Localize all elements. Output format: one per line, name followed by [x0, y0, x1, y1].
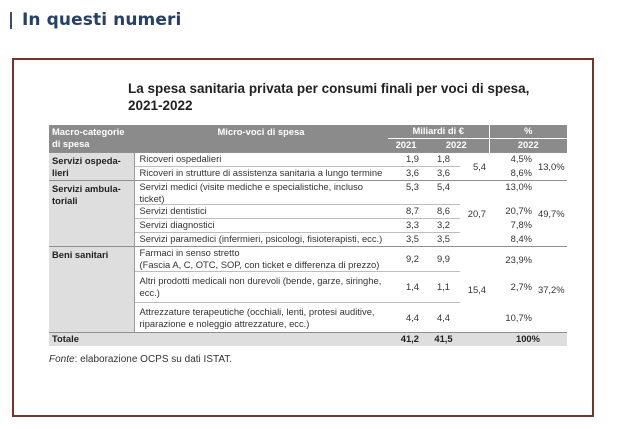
value-2021: 1,9 [388, 152, 424, 167]
total-percent: 100% [489, 332, 567, 346]
macro-category-name: Servizi ambula- [52, 183, 121, 194]
header-macro-line-1: Macro-categorie [52, 126, 125, 137]
micro-item-label-line-1: Farmaci in senso stretto [139, 247, 240, 258]
table-row: Attrezzature terapeutiche (occhiali, len… [49, 302, 567, 333]
micro-item-label: Servizi paramedici (infermieri, psicolog… [133, 232, 388, 247]
header-row-2: 2021 2022 2022 [49, 138, 567, 153]
value-2022: 9,9 [424, 246, 460, 272]
percent-2022: 7,8% [510, 218, 532, 230]
figure-title-line-2: 2021-2022 [128, 98, 193, 113]
spending-table: Macro-categorie di spesa Micro-voci di s… [49, 125, 567, 346]
value-2022: 3,2 [424, 218, 460, 233]
source-text: : elaborazione OCPS su dati ISTAT. [74, 354, 233, 365]
total-label: Totale [49, 332, 134, 346]
percent-2022: 4,5% [489, 152, 535, 167]
table-row: Servizi paramedici (infermieri, psicolog… [49, 232, 567, 247]
micro-item-label-line-2: ecc.) [139, 286, 160, 298]
value-2022: 3,5 [424, 232, 460, 247]
micro-item-label: Servizi dentistici [133, 204, 388, 219]
header-miliardi: Miliardi di € [388, 125, 489, 139]
value-2021: 3,6 [388, 166, 424, 181]
percent-total: 13,0% [535, 152, 567, 181]
micro-item-label-line-1: Attrezzature terapeutiche (occhiali, len… [139, 306, 375, 317]
macro-category-cell: Beni sanitari [49, 246, 134, 333]
header-row-1: Macro-categorie di spesa Micro-voci di s… [49, 125, 567, 153]
figure-title: La spesa sanitaria privata per consumi f… [128, 80, 548, 114]
micro-item-label-line-2: riparazione e noleggio attrezzature, ecc… [139, 317, 310, 329]
value-2022: 1,1 [424, 271, 460, 303]
value-2021: 8,7 [388, 204, 424, 219]
total-row: Totale 41,2 41,5 100% [49, 332, 567, 346]
table-row: Servizi dentistici 8,7 8,6 20,7% [49, 204, 567, 219]
subtotal-value: 20,7 [460, 180, 489, 247]
figure: La spesa sanitaria privata per consumi f… [49, 80, 567, 365]
header-year-2021: 2021 [388, 138, 424, 153]
total-spacer-2 [460, 332, 489, 346]
total-spacer [134, 332, 388, 346]
percent-total: 37,2% [535, 246, 567, 333]
macro-category-name: Beni sanitari [52, 249, 109, 260]
percent-2022: 10,7% [505, 311, 532, 323]
value-2021: 3,3 [388, 218, 424, 233]
table-row: Servizi ospeda- lieri Ricoveri ospedalie… [49, 152, 567, 181]
macro-category-cell: Servizi ambula- toriali [49, 180, 134, 247]
value-2021: 4,4 [388, 302, 424, 333]
macro-category-name-2: lieri [52, 166, 69, 178]
micro-item-label: Attrezzature terapeutiche (occhiali, len… [133, 302, 388, 333]
table-row: Ricoveri in strutture di assistenza sani… [49, 166, 567, 181]
percent-2022: 23,9% [489, 246, 535, 272]
macro-category-name-2: toriali [52, 194, 78, 206]
header-year-2022: 2022 [424, 138, 489, 153]
value-2021: 9,2 [388, 246, 424, 272]
source-note: Fonte: elaborazione OCPS su dati ISTAT. [49, 354, 567, 365]
micro-item-label: Servizi medici (visite mediche e special… [133, 180, 388, 205]
figure-frame: La spesa sanitaria privata per consumi f… [12, 58, 594, 417]
subtotal-value: 5,4 [460, 152, 489, 181]
micro-item-label: Ricoveri in strutture di assistenza sani… [133, 166, 388, 181]
header-micro: Micro-voci di spesa [134, 125, 388, 153]
header-macro-line-2: di spesa [52, 137, 90, 149]
value-2021: 5,3 [388, 180, 424, 205]
micro-item-label-line-2: (Fascia A, C, OTC, SOP, con ticket e dif… [139, 258, 380, 270]
total-2022: 41,5 [424, 332, 460, 346]
subtotal-value: 15,4 [460, 246, 489, 333]
header-year-2022-pct: 2022 [488, 138, 567, 153]
total-2021: 41,2 [388, 332, 424, 346]
value-2022: 3,6 [424, 166, 460, 181]
header-percent: % [488, 125, 567, 139]
percent-2022: 8,4% [510, 232, 532, 244]
source-label: Fonte [49, 354, 75, 365]
micro-item-label: Servizi diagnostici [133, 218, 388, 233]
micro-item-label: Ricoveri ospedalieri [133, 152, 388, 167]
percent-2022: 2,7% [510, 281, 532, 293]
micro-item-label-line-1: Altri prodotti medicali non durevoli (be… [139, 275, 382, 286]
percent-2022: 20,7% [505, 204, 532, 216]
value-2022: 5,4 [424, 180, 460, 205]
micro-item-label: Altri prodotti medicali non durevoli (be… [133, 271, 388, 303]
macro-category-name: Servizi ospeda- [52, 155, 121, 166]
percent-2022: 8,6% [510, 166, 532, 178]
figure-title-line-1: La spesa sanitaria privata per consumi f… [128, 81, 530, 96]
table-row: Servizi diagnostici 3,3 3,2 7,8% [49, 218, 567, 233]
macro-category-cell: Servizi ospeda- lieri [49, 152, 134, 181]
header-macro: Macro-categorie di spesa [49, 125, 134, 153]
percent-2022: 13,0% [489, 180, 535, 205]
value-2022: 1,8 [424, 152, 460, 167]
section-title: In questi numeri [22, 10, 182, 30]
table-row: Altri prodotti medicali non durevoli (be… [49, 271, 567, 303]
value-2022: 8,6 [424, 204, 460, 219]
percent-total: 49,7% [535, 180, 567, 247]
section-accent-bar [10, 11, 12, 29]
value-2021: 3,5 [388, 232, 424, 247]
micro-item-label: Farmaci in senso stretto (Fascia A, C, O… [133, 246, 388, 272]
table-row: Servizi ambula- toriali Servizi medici (… [49, 180, 567, 247]
value-2021: 1,4 [388, 271, 424, 303]
value-2022: 4,4 [424, 302, 460, 333]
table-row: Beni sanitari Farmaci in senso stretto (… [49, 246, 567, 333]
section-header: In questi numeri [10, 9, 181, 31]
